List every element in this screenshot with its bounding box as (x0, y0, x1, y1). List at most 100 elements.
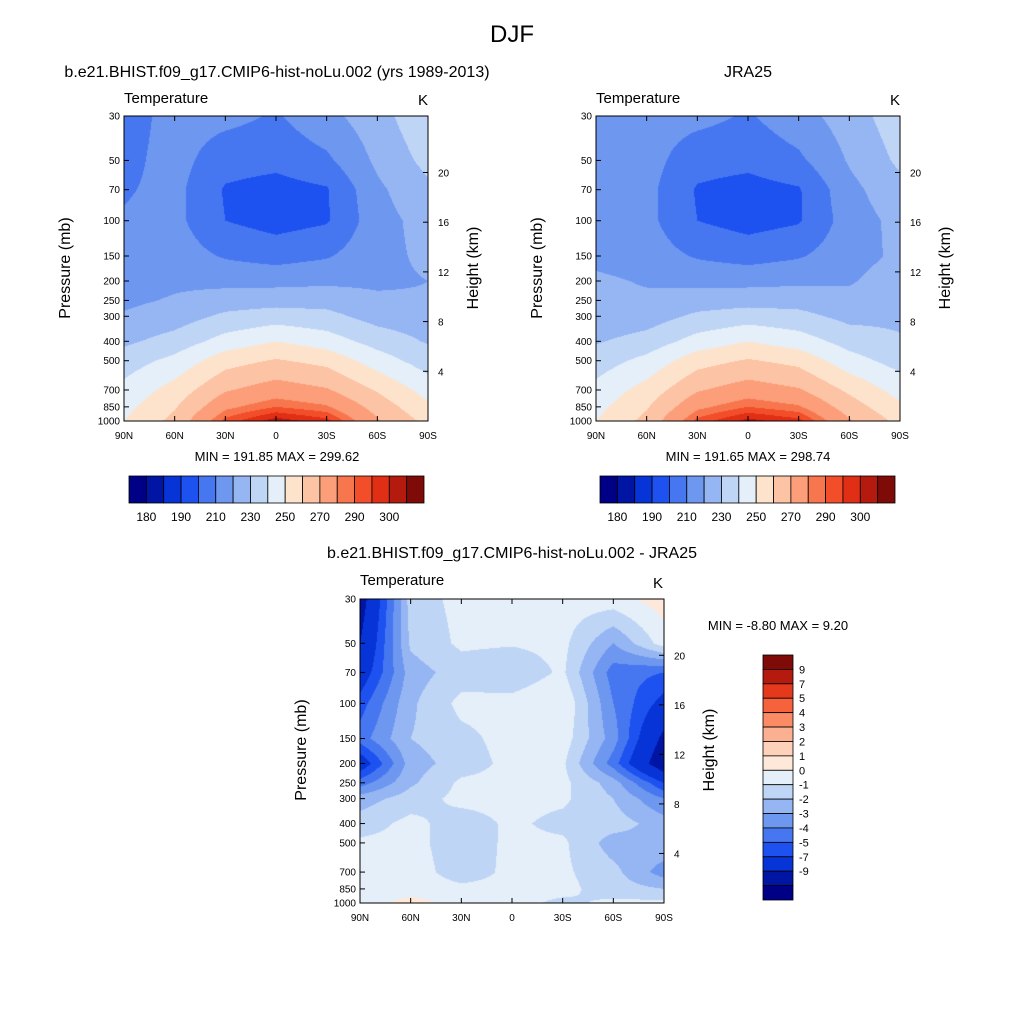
obs-colorbar-label: 290 (816, 510, 836, 524)
diff-colorbar-label: 0 (799, 765, 805, 777)
model-pressure-tick-label: 700 (103, 385, 120, 396)
diff-colorbar-box (762, 841, 794, 858)
obs-height-axis-title: Height (km) (937, 227, 954, 310)
model-colorbar-label: 250 (275, 510, 295, 524)
diff-pressure-tick-label: 500 (339, 838, 356, 849)
diff-colorbar-box (762, 784, 794, 800)
obs-colorbar-box (651, 475, 670, 504)
diff-lat-tick-label: 90N (351, 913, 369, 924)
model-pressure-tick-label: 150 (103, 251, 120, 262)
obs-colorbar-label: 250 (746, 510, 766, 524)
obs-pressure-tick-label: 100 (575, 216, 592, 227)
diff-panel: b.e21.BHIST.f09_g17.CMIP6-hist-noLu.002 … (293, 545, 848, 924)
diff-pressure-tick-label: 400 (339, 819, 356, 830)
obs-variable-label: Temperature (596, 90, 680, 107)
model-colorbar-box (180, 475, 199, 504)
model-panel-header: b.e21.BHIST.f09_g17.CMIP6-hist-noLu.002 … (64, 64, 489, 81)
obs-colorbar-box (877, 475, 896, 504)
diff-pressure-tick-label: 70 (345, 668, 357, 679)
model-pressure-tick-label: 100 (103, 216, 120, 227)
diff-colorbar-box (762, 654, 794, 670)
model-colorbar-box (284, 475, 303, 504)
diff-colorbar-box (762, 813, 794, 829)
obs-pressure-tick-label: 200 (575, 277, 592, 288)
model-colorbar: 180 190 210 230 250 270 290 300 (128, 475, 425, 524)
model-height-tick-label: 12 (438, 268, 450, 279)
model-lat-tick-label: 0 (273, 431, 279, 442)
diff-lat-tick-label: 30S (554, 913, 572, 924)
diff-pressure-tick-label: 150 (339, 734, 356, 745)
obs-height-tick-label: 4 (910, 367, 916, 378)
model-height-axis-title: Height (km) (465, 227, 482, 310)
diff-units-label: K (653, 575, 663, 592)
diff-colorbar-label: -3 (799, 809, 809, 821)
diff-pressure-tick-label: 30 (345, 595, 357, 606)
obs-colorbar-label: 190 (642, 510, 662, 524)
model-lat-tick-label: 30N (216, 431, 234, 442)
diff-lat-tick-label: 30N (452, 913, 470, 924)
obs-panel: JRA25 Temperature K 30507010015020025030… (529, 64, 954, 524)
obs-contour-field (596, 116, 900, 421)
model-variable-label: Temperature (124, 90, 208, 107)
obs-pressure-tick-label: 250 (575, 296, 592, 307)
model-colorbar-label: 270 (310, 510, 330, 524)
obs-colorbar-box (686, 475, 705, 504)
obs-pressure-tick-label: 850 (575, 402, 592, 413)
diff-colorbar-label: -4 (799, 823, 809, 835)
diff-height-tick-label: 20 (674, 651, 686, 662)
obs-colorbar-box (738, 475, 757, 504)
diff-colorbar-box (762, 870, 794, 886)
model-colorbar-box (406, 475, 425, 504)
obs-colorbar-box (703, 475, 722, 504)
model-lat-tick-label: 90S (419, 431, 437, 442)
obs-lat-tick-label: 30S (790, 431, 808, 442)
diff-colorbar-box (762, 755, 794, 771)
obs-colorbar-label: 230 (711, 510, 731, 524)
diff-lat-tick-label: 90S (655, 913, 673, 924)
model-pressure-axis-title: Pressure (mb) (57, 217, 74, 318)
diff-lat-tick-label: 0 (509, 913, 515, 924)
obs-pressure-tick-label: 500 (575, 356, 592, 367)
diff-height-tick-label: 4 (674, 849, 680, 860)
model-colorbar-box (145, 475, 165, 504)
model-colorbar-label: 180 (136, 510, 156, 524)
model-pressure-tick-label: 250 (103, 296, 120, 307)
obs-colorbar-label: 300 (850, 510, 870, 524)
model-colorbar-label: 290 (345, 510, 365, 524)
model-pressure-tick-label: 70 (109, 185, 121, 196)
obs-pressure-tick-label: 30 (581, 112, 593, 123)
model-colorbar-box (250, 475, 269, 504)
model-colorbar-label: 210 (206, 510, 226, 524)
model-pressure-tick-label: 400 (103, 337, 120, 348)
obs-height-tick-label: 20 (910, 168, 922, 179)
obs-lat-tick-label: 90S (891, 431, 909, 442)
diff-variable-label: Temperature (360, 572, 444, 589)
model-pressure-tick-label: 200 (103, 277, 120, 288)
obs-pressure-tick-label: 150 (575, 251, 592, 262)
obs-colorbar-label: 180 (607, 510, 627, 524)
model-pressure-tick-label: 1000 (98, 417, 121, 428)
diff-colorbar-label: -1 (799, 780, 809, 792)
obs-units-label: K (890, 92, 900, 109)
model-pressure-tick-label: 50 (109, 156, 121, 167)
obs-panel-header: JRA25 (724, 64, 772, 81)
model-minmax-label: MIN = 191.85 MAX = 299.62 (195, 449, 360, 464)
diff-colorbar-label: -7 (799, 852, 809, 864)
diff-lat-tick-label: 60N (401, 913, 419, 924)
diff-colorbar-label: 2 (799, 736, 805, 748)
model-colorbar-label: 230 (240, 510, 260, 524)
model-plot-area: 3050701001502002503004005007008501000481… (98, 112, 450, 443)
obs-pressure-tick-label: 700 (575, 385, 592, 396)
diff-pressure-tick-label: 50 (345, 639, 357, 650)
obs-lat-tick-label: 60S (840, 431, 858, 442)
obs-colorbar-box (807, 475, 826, 504)
diff-pressure-tick-label: 250 (339, 778, 356, 789)
diff-colorbar-label: 4 (799, 708, 805, 720)
obs-colorbar-box (755, 475, 774, 504)
diff-colorbar-box (762, 885, 794, 901)
diff-colorbar-label: 7 (799, 679, 805, 691)
diff-contour-field (360, 599, 664, 903)
model-colorbar-box (302, 475, 321, 504)
obs-colorbar-box (790, 475, 809, 504)
obs-pressure-tick-label: 400 (575, 337, 592, 348)
